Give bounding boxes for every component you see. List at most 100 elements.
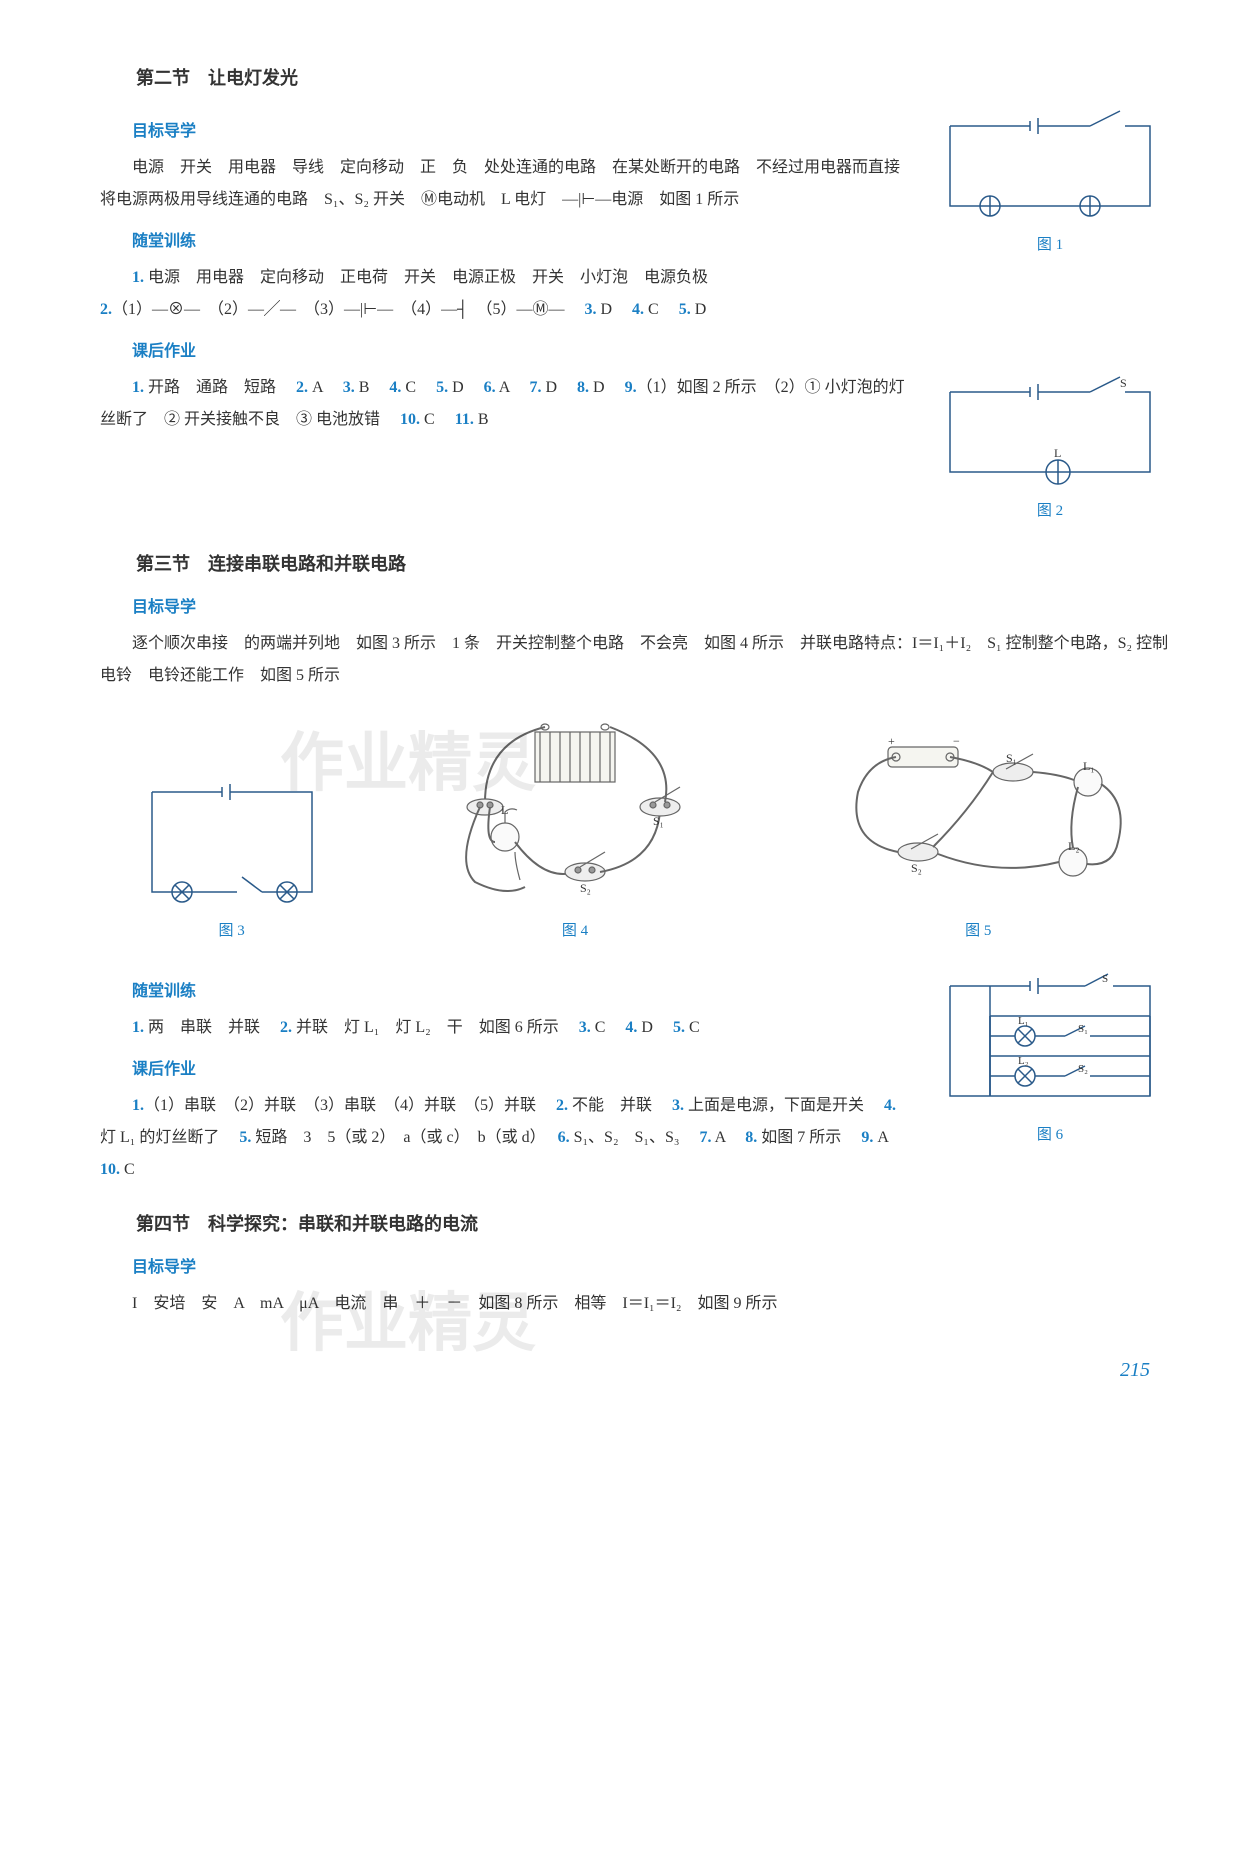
s3hw4n: 4. (884, 1097, 896, 1114)
q2n: 2. (100, 301, 112, 318)
section-3-title: 第三节 连接串联电路和并联电路 (100, 546, 1170, 582)
hw5n: 5. (436, 379, 448, 396)
s3hw9n: 9. (861, 1129, 873, 1146)
page-number: 215 (100, 1350, 1170, 1390)
section-4-title: 第四节 科学探究：串联和并联电路的电流 (100, 1206, 1170, 1242)
section-3-h3: 课后作业 (100, 1054, 910, 1086)
s3hw5n: 5. (239, 1129, 251, 1146)
section-3-h2: 随堂训练 (100, 976, 910, 1008)
fig3-block: 图 3 (132, 772, 332, 946)
hw8n: 8. (577, 379, 589, 396)
hw5t: D (448, 379, 480, 396)
circuit-fig-3 (132, 772, 332, 912)
section-3-h1: 目标导学 (100, 592, 1170, 624)
s3hw2n: 2. (556, 1097, 568, 1114)
section-2-p1: 电源 开关 用电器 导线 定向移动 正 负 处处连通的电路 在某处断开的电路 不… (100, 152, 910, 216)
s3hw8n: 8. (745, 1129, 757, 1146)
svg-text:S₁: S₁ (653, 814, 664, 828)
svg-text:L: L (1054, 446, 1061, 460)
s3q5t: C (685, 1019, 700, 1036)
q2t: （1）—⊗— （2）—╱— （3）—|⊢— （4）—┤ （5）—Ⓜ— (112, 301, 580, 318)
hw4t: C (401, 379, 432, 396)
s3q2t: 并联 灯 L₁ 灯 L₂ 干 如图 6 所示 (292, 1019, 575, 1036)
hw10n: 10. (400, 411, 420, 428)
s3hw7n: 7. (700, 1129, 712, 1146)
circuit-fig-2: S L (930, 372, 1170, 492)
s3hw8t: 如图 7 所示 (757, 1129, 857, 1146)
hw6t: A (496, 379, 526, 396)
section-4-p1: I 安培 安 A mA μA 电流 串 ＋ － 如图 8 所示 相等 I＝I₁＝… (100, 1288, 1170, 1320)
svg-text:S: S (1102, 973, 1108, 985)
fig3-label: 图 3 (132, 916, 332, 946)
svg-text:S: S (1120, 376, 1127, 390)
section-2-title: 第二节 让电灯发光 (100, 60, 1170, 96)
s3hw1n: 1. (132, 1097, 144, 1114)
circuit-fig-4: L S₂ S₁ (425, 712, 725, 912)
s3hw4t: 灯 L₁ 的灯丝断了 (100, 1129, 235, 1146)
section-2-h2: 随堂训练 (100, 226, 910, 258)
q3n: 3. (584, 301, 596, 318)
s3hw6n: 6. (558, 1129, 570, 1146)
section-4-h1: 目标导学 (100, 1252, 1170, 1284)
s3hw7t: A (712, 1129, 742, 1146)
svg-text:S₂: S₂ (580, 881, 591, 895)
fig5-block: + − S₁ L₁ S₂ L₂ 图 5 (818, 732, 1138, 946)
svg-text:S₂: S₂ (911, 861, 922, 875)
fig6-col: S L₁ S₁ L₂ S₂ 图 6 (930, 966, 1170, 1150)
page: 作业精灵 作业精灵 第二节 让电灯发光 目标导学 电源 开关 用电器 导线 定向… (100, 60, 1170, 1390)
section-3-practice-text: 随堂训练 1. 两 串联 并联 2. 并联 灯 L₁ 灯 L₂ 干 如图 6 所… (100, 966, 910, 1186)
section-3-practice: 1. 两 串联 并联 2. 并联 灯 L₁ 灯 L₂ 干 如图 6 所示 3. … (100, 1012, 910, 1044)
section-3-p1: 逐个顺次串接 的两端并列地 如图 3 所示 1 条 开关控制整个电路 不会亮 如… (100, 628, 1170, 692)
s3q4n: 4. (625, 1019, 637, 1036)
hw1n: 1. (132, 379, 144, 396)
q4n: 4. (632, 301, 644, 318)
s3q2n: 2. (280, 1019, 292, 1036)
hw10t: C (420, 411, 451, 428)
section-2-practice: 1. 电源 用电器 定向移动 正电荷 开关 电源正极 开关 小灯泡 电源负极 (100, 262, 910, 294)
s3hw1t: （1）串联 （2）并联 （3）串联 （4）并联 （5）并联 (144, 1097, 552, 1114)
svg-text:S₁: S₁ (1078, 1023, 1088, 1035)
figs-3-4-5: 图 3 L S₂ (100, 712, 1170, 946)
s3q1t: 两 串联 并联 (144, 1019, 276, 1036)
section-2-h1: 目标导学 (100, 116, 910, 148)
s3q3t: C (591, 1019, 622, 1036)
fig6-label: 图 6 (930, 1120, 1170, 1150)
hw1t: 开路 通路 短路 (144, 379, 292, 396)
section-2-row: 目标导学 电源 开关 用电器 导线 定向移动 正 负 处处连通的电路 在某处断开… (100, 106, 1170, 294)
hw8t: D (589, 379, 621, 396)
hw7t: D (541, 379, 573, 396)
section-2-hw: 1. 开路 通路 短路 2. A 3. B 4. C 5. D 6. A 7. … (100, 372, 910, 436)
svg-text:S₁: S₁ (1006, 751, 1017, 765)
hw9n: 9. (625, 379, 637, 396)
s3hw3n: 3. (672, 1097, 684, 1114)
section-2-textcol: 目标导学 电源 开关 用电器 导线 定向移动 正 负 处处连通的电路 在某处断开… (100, 106, 910, 294)
s3hw6t: S₁、S₂ S₁、S₃ (570, 1129, 696, 1146)
q5n: 5. (679, 301, 691, 318)
s3hw5t: 短路 3 5（或 2） a（或 c） b（或 d） (251, 1129, 553, 1146)
svg-text:L: L (501, 803, 508, 817)
hw2t: A (308, 379, 339, 396)
circuit-fig-6: S L₁ S₁ L₂ S₂ (930, 966, 1170, 1116)
fig4-label: 图 4 (425, 916, 725, 946)
fig1-col: 图 1 (930, 106, 1170, 260)
section-2-hw-text: 1. 开路 通路 短路 2. A 3. B 4. C 5. D 6. A 7. … (100, 372, 910, 436)
s3hw10n: 10. (100, 1161, 120, 1178)
fig2-label: 图 2 (930, 496, 1170, 526)
svg-text:+: + (888, 734, 895, 748)
hw7n: 7. (529, 379, 541, 396)
q3t: D (596, 301, 628, 318)
hw6n: 6. (484, 379, 496, 396)
fig4-block: L S₂ S₁ 图 4 (425, 712, 725, 946)
fig2-col: S L 图 2 (930, 372, 1170, 526)
circuit-fig-5: + − S₁ L₁ S₂ L₂ (818, 732, 1138, 912)
s3q1n: 1. (132, 1019, 144, 1036)
section-2-practice-2: 2.（1）—⊗— （2）—╱— （3）—|⊢— （4）—┤ （5）—Ⓜ— 3. … (100, 294, 1170, 326)
q1n: 1. (132, 269, 144, 286)
hw11n: 11. (455, 411, 474, 428)
hw2n: 2. (296, 379, 308, 396)
hw11t: B (474, 411, 489, 428)
s3hw10t: C (120, 1161, 135, 1178)
fig1-label: 图 1 (930, 230, 1170, 260)
svg-text:L₁: L₁ (1083, 759, 1095, 773)
s3hw9t: A (873, 1129, 904, 1146)
